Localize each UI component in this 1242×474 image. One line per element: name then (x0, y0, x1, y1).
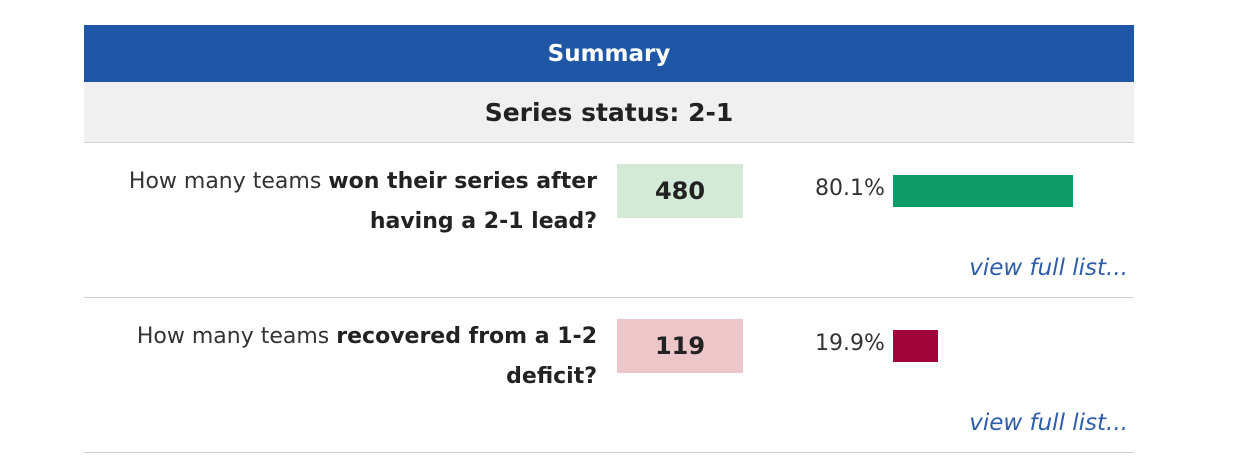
stat-row-won: How many teams won their series after ha… (84, 143, 1134, 298)
stat-question: How many teams recovered from a 1-2 defi… (84, 317, 597, 397)
percent-label: 80.1% (815, 176, 885, 201)
percent-bar-fill (893, 330, 938, 362)
summary-header: Summary (84, 25, 1134, 82)
summary-panel: Summary Series status: 2-1 How many team… (84, 25, 1134, 453)
stat-question: How many teams won their series after ha… (84, 162, 597, 242)
view-full-list-link[interactable]: view full list... (969, 255, 1128, 281)
question-emphasis: won their series after having a 2-1 lead… (328, 169, 597, 234)
view-full-list-link[interactable]: view full list... (969, 410, 1128, 436)
count-value: 480 (654, 177, 706, 205)
percent-bar (893, 175, 1118, 207)
question-emphasis: recovered from a 1-2 deficit? (336, 324, 597, 389)
count-value: 119 (654, 332, 706, 360)
question-prefix: How many teams (128, 169, 329, 194)
question-prefix: How many teams (136, 324, 337, 349)
count-box: 119 (617, 319, 743, 373)
summary-title: Summary (547, 40, 671, 67)
series-status: Series status: 2-1 (484, 97, 734, 127)
percent-bar (893, 330, 1118, 362)
count-box: 480 (617, 164, 743, 218)
series-status-bar: Series status: 2-1 (84, 82, 1134, 143)
percent-bar-fill (893, 175, 1074, 207)
percent-label: 19.9% (815, 331, 885, 356)
stat-row-recovered: How many teams recovered from a 1-2 defi… (84, 298, 1134, 453)
